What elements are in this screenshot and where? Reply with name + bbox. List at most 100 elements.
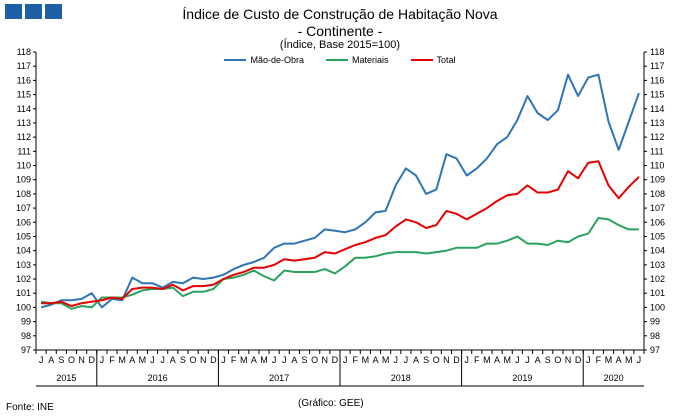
month-label: J <box>404 355 409 365</box>
logo-block-3 <box>45 4 62 19</box>
month-label: M <box>362 355 370 365</box>
month-label: N <box>565 355 572 365</box>
y-tick-label-right: 111 <box>650 146 664 156</box>
y-tick-label-left: 108 <box>16 189 31 199</box>
year-label: 2020 <box>604 373 624 383</box>
y-tick-label-left: 113 <box>17 118 31 128</box>
month-label: D <box>575 355 582 365</box>
legend-label-materials: Materiais <box>352 55 389 65</box>
y-tick-label-left: 112 <box>17 132 31 142</box>
y-tick-label-right: 109 <box>650 175 665 185</box>
y-tick-label-right: 105 <box>650 231 665 241</box>
y-tick-label-right: 99 <box>650 317 660 327</box>
y-tick-label-left: 117 <box>17 61 31 71</box>
y-tick-label-right: 101 <box>650 288 665 298</box>
y-tick-label-left: 99 <box>21 317 31 327</box>
month-label: F <box>109 355 115 365</box>
month-label: J <box>160 355 165 365</box>
month-label: S <box>545 355 551 365</box>
month-label: O <box>433 355 440 365</box>
y-tick-label-right: 115 <box>650 90 664 100</box>
month-label: J <box>464 355 469 365</box>
series-line-2 <box>41 160 640 307</box>
month-label: A <box>535 355 541 365</box>
y-tick-label-right: 107 <box>650 203 665 213</box>
month-label: S <box>58 355 64 365</box>
y-tick-label-right: 106 <box>650 217 665 227</box>
month-label: N <box>443 355 450 365</box>
y-tick-label-left: 103 <box>16 260 31 270</box>
y-tick-label-right: 102 <box>650 274 665 284</box>
y-tick-label-left: 115 <box>17 90 31 100</box>
chart-subtitle: - Continente - <box>297 23 383 39</box>
month-label: N <box>78 355 85 365</box>
legend-item-materials: Materiais <box>326 55 389 65</box>
series-line-0 <box>40 73 640 309</box>
legend-label-total: Total <box>436 55 456 65</box>
month-label: J <box>343 355 348 365</box>
month-label: F <box>596 355 602 365</box>
month-label: J <box>100 355 105 365</box>
month-label: M <box>382 355 390 365</box>
month-label: J <box>272 355 277 365</box>
y-tick-label-left: 118 <box>17 47 31 57</box>
y-tick-label-left: 110 <box>17 161 31 171</box>
month-label: M <box>139 355 147 365</box>
month-label: M <box>625 355 633 365</box>
month-label: J <box>282 355 287 365</box>
month-label: A <box>170 355 176 365</box>
y-tick-label-right: 114 <box>650 104 664 114</box>
month-label: A <box>48 355 54 365</box>
month-label: D <box>88 355 95 365</box>
y-tick-label-left: 97 <box>21 345 31 355</box>
y-tick-label-right: 108 <box>650 189 665 199</box>
ine-logo <box>5 4 62 19</box>
month-label: N <box>322 355 329 365</box>
legend-swatch-total <box>410 59 433 61</box>
chart-title: Índice de Custo de Construção de Habitaç… <box>182 6 498 22</box>
y-tick-label-right: 98 <box>650 331 660 341</box>
month-label: M <box>503 355 511 365</box>
y-tick-label-left: 107 <box>16 203 31 213</box>
month-label: M <box>605 355 613 365</box>
y-tick-label-left: 109 <box>16 175 31 185</box>
year-label: 2019 <box>512 373 532 383</box>
month-label: J <box>637 355 642 365</box>
month-label: J <box>221 355 226 365</box>
month-label: N <box>200 355 207 365</box>
month-label: O <box>554 355 561 365</box>
y-tick-label-left: 102 <box>16 274 31 284</box>
y-tick-label-left: 114 <box>17 104 31 114</box>
y-tick-label-right: 113 <box>650 118 664 128</box>
legend-swatch-materials <box>326 59 348 61</box>
y-tick-label-left: 111 <box>17 146 31 156</box>
month-label: M <box>240 355 248 365</box>
month-label: J <box>150 355 155 365</box>
y-tick-label-left: 100 <box>16 302 31 312</box>
y-tick-label-right: 103 <box>650 260 665 270</box>
month-label: A <box>372 355 378 365</box>
month-label: D <box>453 355 460 365</box>
month-label: D <box>332 355 339 365</box>
legend-swatch-labour <box>224 59 247 61</box>
month-label: J <box>525 355 530 365</box>
month-label: J <box>586 355 591 365</box>
y-tick-label-right: 97 <box>650 345 660 355</box>
legend-label-labour: Mão-de-Obra <box>250 55 304 65</box>
year-label: 2017 <box>269 373 289 383</box>
month-label: O <box>68 355 75 365</box>
month-label: F <box>352 355 358 365</box>
month-label: F <box>474 355 480 365</box>
y-tick-label-right: 112 <box>650 132 664 142</box>
month-label: M <box>118 355 126 365</box>
month-label: A <box>129 355 135 365</box>
chart-credit: (Gráfico: GEE) <box>298 398 364 409</box>
y-tick-label-right: 100 <box>650 302 665 312</box>
month-label: S <box>302 355 308 365</box>
month-label: O <box>190 355 197 365</box>
month-label: A <box>413 355 419 365</box>
month-label: M <box>260 355 268 365</box>
y-tick-label-left: 116 <box>17 75 31 85</box>
source-note: Fonte: INE <box>6 402 54 413</box>
y-tick-label-right: 116 <box>650 75 664 85</box>
